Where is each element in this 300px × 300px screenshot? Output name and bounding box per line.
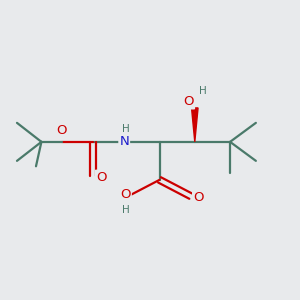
Text: O: O [96,171,106,184]
Text: H: H [122,124,129,134]
Text: O: O [193,191,204,204]
Text: O: O [120,188,131,201]
Text: N: N [119,135,129,148]
Text: H: H [199,86,206,96]
Polygon shape [191,108,198,142]
Text: H: H [122,205,130,215]
Text: O: O [184,95,194,109]
Text: O: O [56,124,67,137]
